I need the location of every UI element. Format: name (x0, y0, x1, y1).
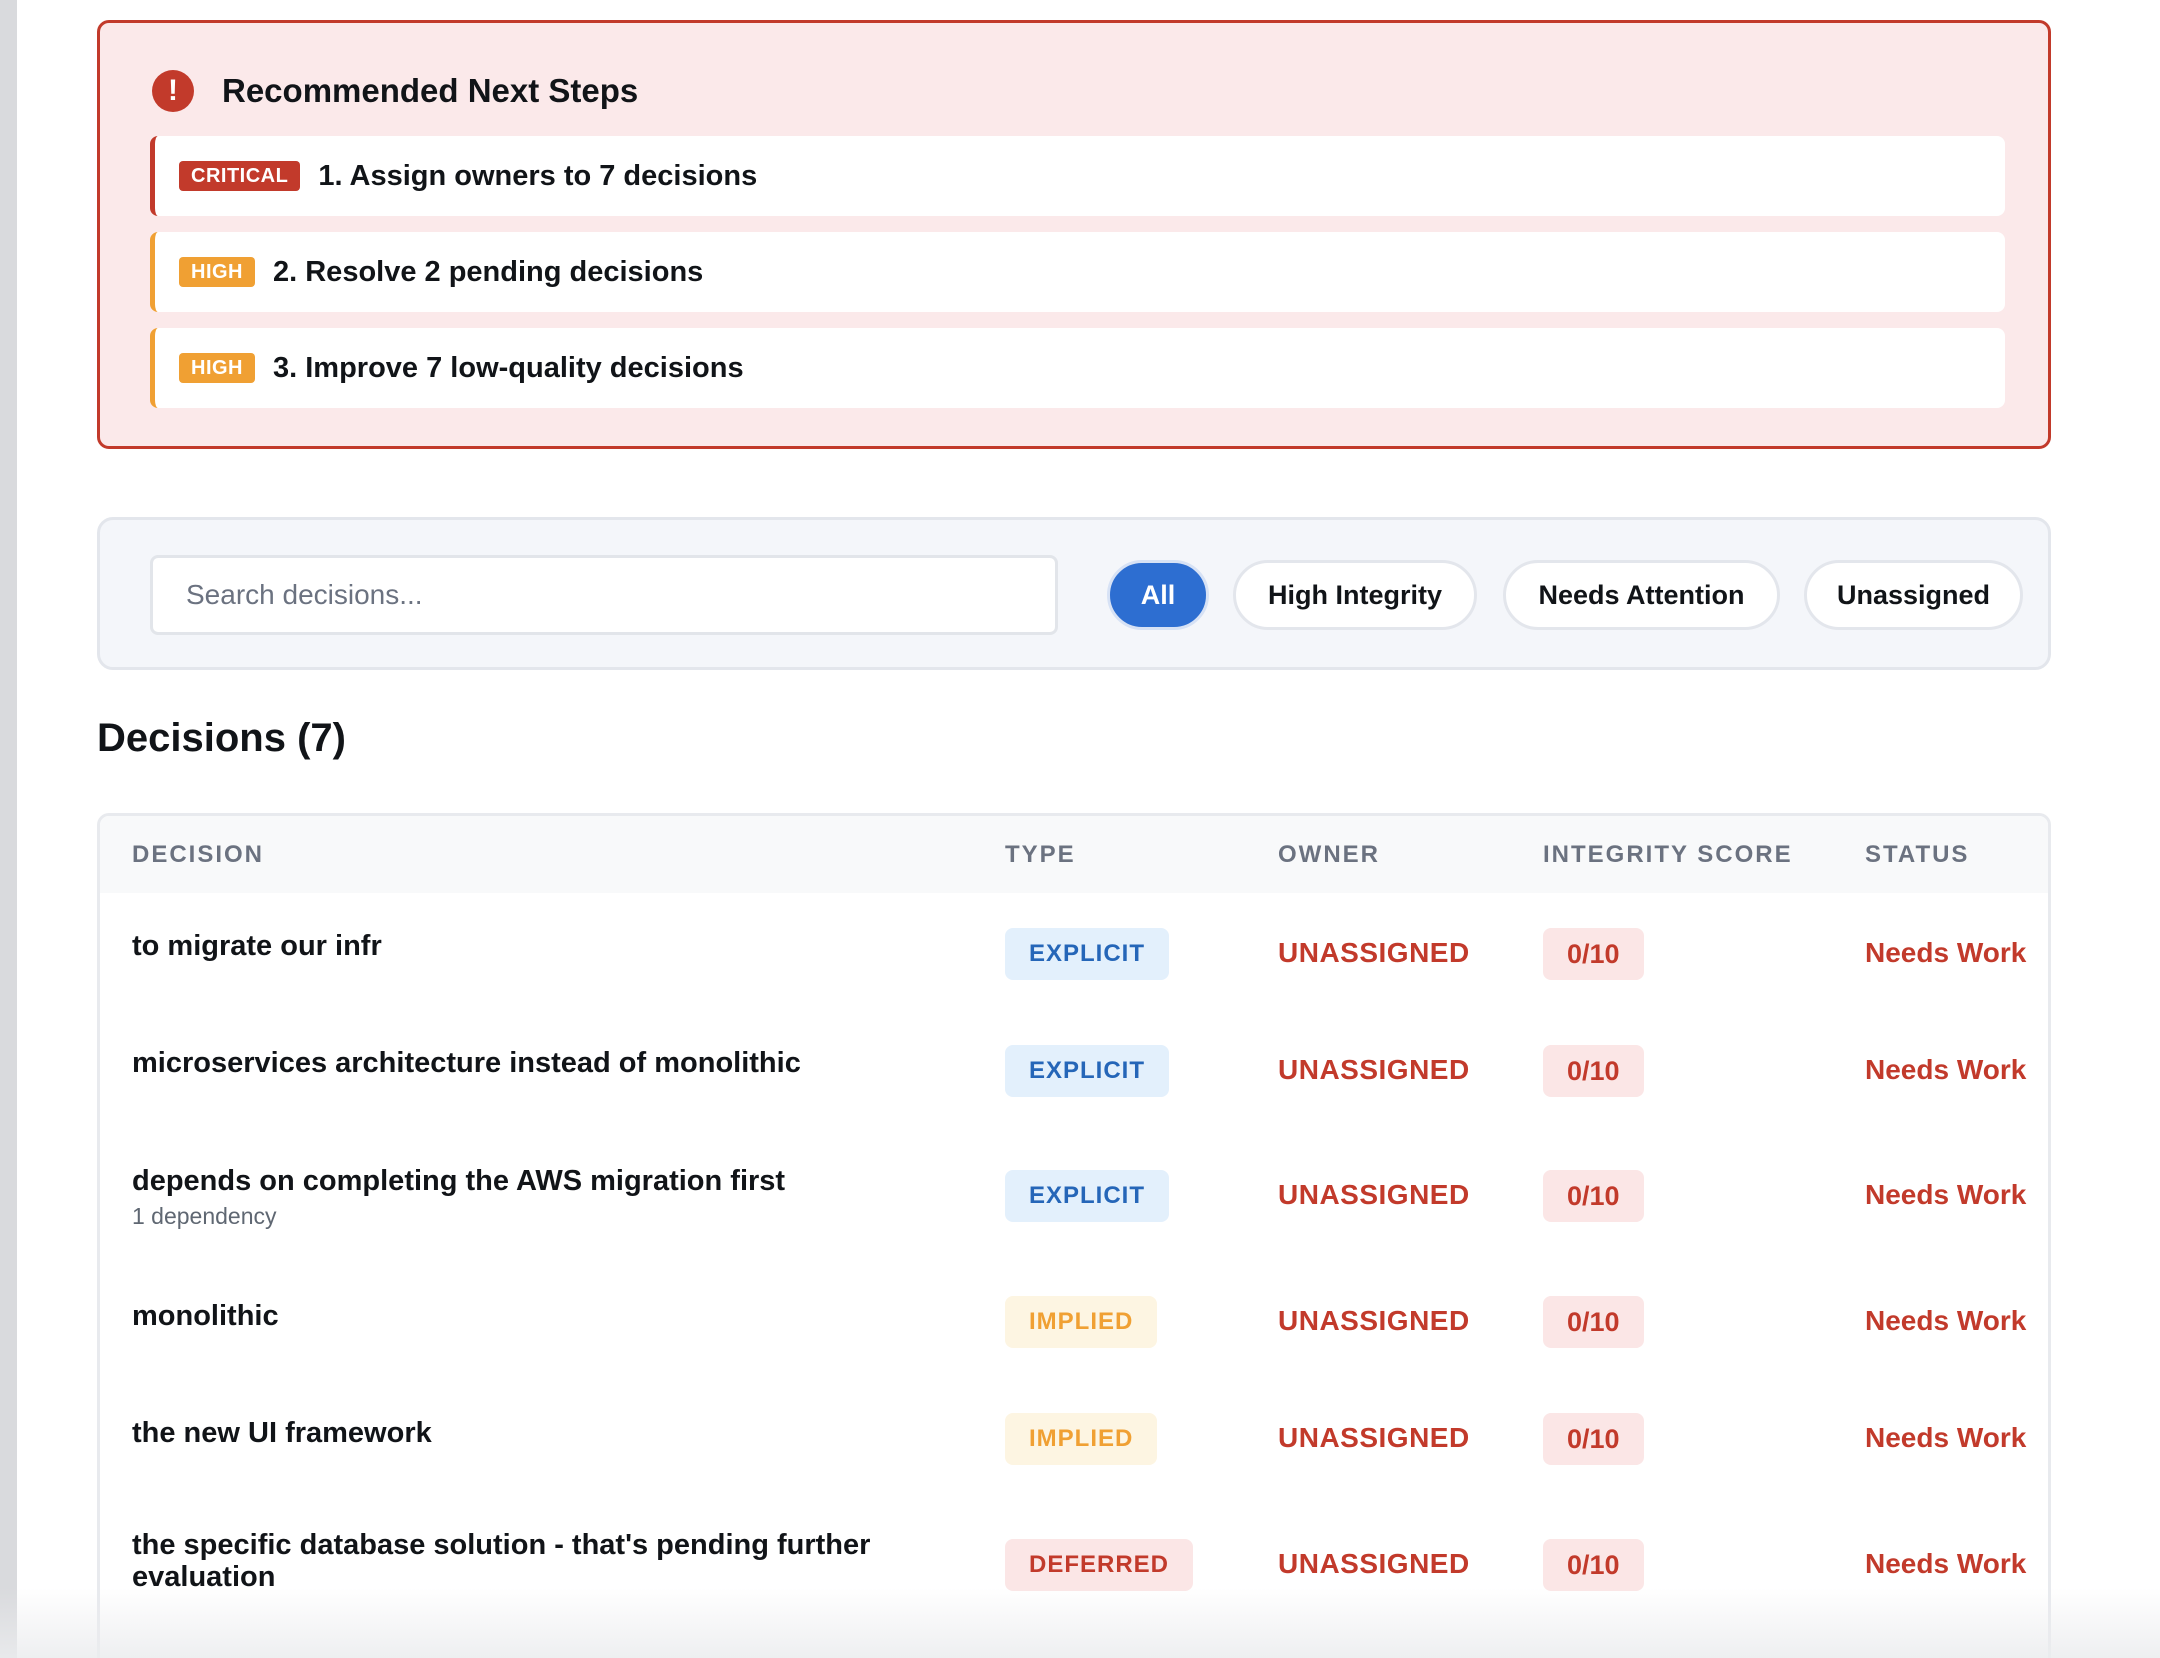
search-input[interactable] (150, 555, 1058, 635)
filter-bar: All High Integrity Needs Attention Unass… (97, 517, 2051, 670)
page: ! Recommended Next Steps CRITICAL 1. Ass… (17, 0, 2160, 1658)
type-badge: DEFERRED (1005, 1539, 1194, 1591)
status-value: Needs Work (1865, 1422, 2027, 1453)
recommendation-text: 1. Assign owners to 7 decisions (318, 159, 758, 192)
status-value: Needs Work (1865, 937, 2027, 968)
filter-needs-attention-button[interactable]: Needs Attention (1503, 560, 1780, 630)
type-badge: EXPLICIT (1005, 928, 1170, 980)
column-header-integrity-score[interactable]: INTEGRITY SCORE (1543, 841, 1793, 868)
integrity-score: 0/10 (1543, 928, 1644, 980)
type-badge: IMPLIED (1005, 1413, 1158, 1465)
alert-icon: ! (152, 70, 194, 112)
column-header-owner[interactable]: OWNER (1278, 841, 1380, 868)
recommendation-text: 3. Improve 7 low-quality decisions (273, 351, 744, 384)
column-header-type[interactable]: TYPE (1005, 841, 1076, 868)
column-header-decision[interactable]: DECISION (132, 841, 265, 868)
table-row[interactable]: microservices architecture instead of mo… (100, 1010, 2048, 1127)
integrity-score: 0/10 (1543, 1539, 1644, 1591)
decision-text: depends on completing the AWS migration … (132, 1165, 786, 1197)
table-row[interactable]: monolithic IMPLIED UNASSIGNED 0/10 Needs… (100, 1261, 2048, 1378)
owner-value[interactable]: UNASSIGNED (1278, 937, 1470, 968)
table-row[interactable]: to migrate our infr EXPLICIT UNASSIGNED … (100, 893, 2048, 1010)
status-value: Needs Work (1865, 1179, 2027, 1210)
status-value: Needs Work (1865, 1305, 2027, 1336)
type-badge: EXPLICIT (1005, 1045, 1170, 1097)
owner-value[interactable]: UNASSIGNED (1278, 1054, 1470, 1085)
status-value: Needs Work (1865, 1548, 2027, 1579)
decisions-title: Decisions (7) (97, 716, 346, 760)
recommendation-item[interactable]: HIGH 3. Improve 7 low-quality decisions (150, 328, 2005, 408)
integrity-score: 0/10 (1543, 1045, 1644, 1097)
priority-badge-high: HIGH (179, 257, 255, 287)
recommendations-title: Recommended Next Steps (222, 72, 639, 109)
decisions-table: DECISION TYPE OWNER INTEGRITY SCORE STAT… (97, 813, 2051, 1658)
filter-unassigned-button[interactable]: Unassigned (1804, 560, 2023, 630)
priority-badge-high: HIGH (179, 353, 255, 383)
integrity-score: 0/10 (1543, 1296, 1644, 1348)
table-row[interactable]: the specific database solution - that's … (100, 1495, 2048, 1635)
dependency-count: 1 dependency (132, 1203, 277, 1229)
filter-all-button[interactable]: All (1107, 560, 1209, 630)
owner-value[interactable]: UNASSIGNED (1278, 1422, 1470, 1453)
table-header: DECISION TYPE OWNER INTEGRITY SCORE STAT… (100, 816, 2048, 893)
integrity-score: 0/10 (1543, 1170, 1644, 1222)
filter-high-integrity-button[interactable]: High Integrity (1233, 560, 1477, 630)
priority-badge-critical: CRITICAL (179, 161, 301, 191)
decision-text: monolithic (132, 1300, 279, 1332)
decision-text: the new UI framework (132, 1417, 432, 1449)
recommendation-item[interactable]: HIGH 2. Resolve 2 pending decisions (150, 232, 2005, 312)
status-value: Needs Work (1865, 1054, 2027, 1085)
decision-cell: depends on completing the AWS migration … (132, 1165, 785, 1230)
column-header-status[interactable]: STATUS (1865, 841, 1970, 868)
recommendations-header: ! Recommended Next Steps (152, 69, 638, 113)
decision-text: microservices architecture instead of mo… (132, 1047, 801, 1079)
type-badge: IMPLIED (1005, 1296, 1158, 1348)
integrity-score: 0/10 (1543, 1413, 1644, 1465)
decision-text: the specific database solution - that's … (132, 1529, 871, 1593)
recommendation-text: 2. Resolve 2 pending decisions (273, 255, 704, 288)
table-row[interactable]: the new UI framework IMPLIED UNASSIGNED … (100, 1378, 2048, 1495)
table-row[interactable]: depends on completing the AWS migration … (100, 1127, 2048, 1261)
recommendation-item[interactable]: CRITICAL 1. Assign owners to 7 decisions (150, 136, 2005, 216)
owner-value[interactable]: UNASSIGNED (1278, 1548, 1470, 1579)
recommendations-panel: ! Recommended Next Steps CRITICAL 1. Ass… (97, 20, 2051, 449)
owner-value[interactable]: UNASSIGNED (1278, 1179, 1470, 1210)
owner-value[interactable]: UNASSIGNED (1278, 1305, 1470, 1336)
window-bottom-shadow (0, 1588, 2160, 1658)
type-badge: EXPLICIT (1005, 1170, 1170, 1222)
decision-text: to migrate our infr (132, 930, 382, 962)
